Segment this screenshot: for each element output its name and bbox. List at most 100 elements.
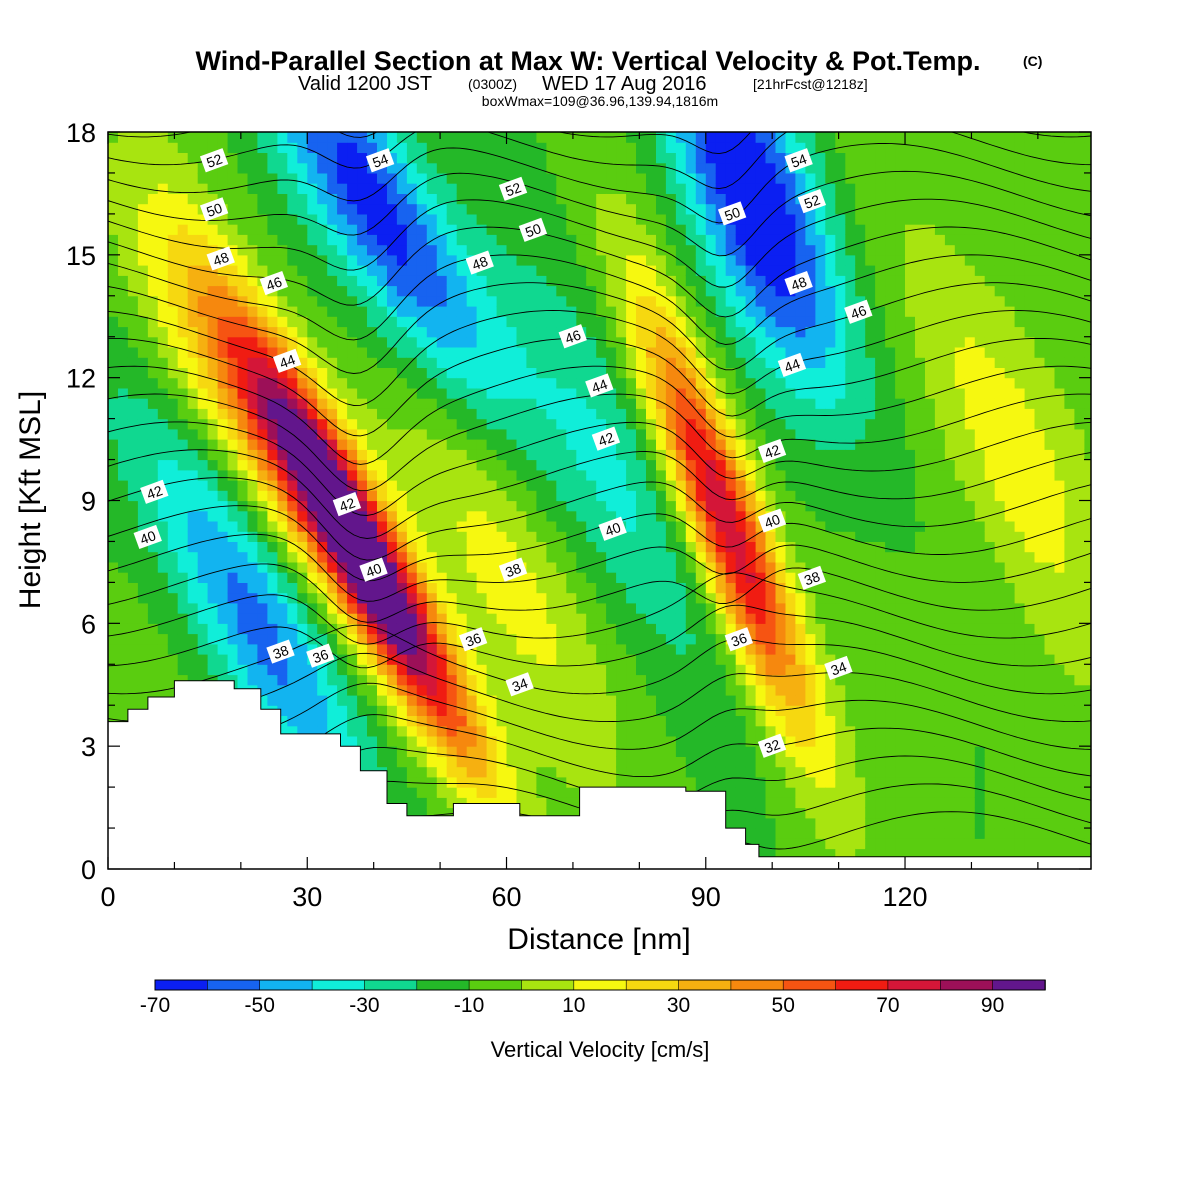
w-cell (745, 418, 757, 430)
w-cell (695, 336, 707, 348)
w-cell (715, 582, 727, 594)
w-cell (735, 132, 747, 143)
w-cell (108, 633, 119, 645)
w-cell (377, 756, 388, 768)
w-cell (396, 469, 408, 481)
w-cell (347, 306, 358, 317)
w-cell (785, 541, 797, 553)
w-cell (387, 582, 398, 594)
w-cell (456, 561, 468, 573)
w-cell (416, 418, 428, 430)
w-cell (377, 193, 388, 205)
w-cell (536, 142, 547, 153)
w-cell (247, 582, 259, 594)
w-cell (506, 746, 518, 757)
w-cell (317, 295, 328, 307)
w-cell (277, 490, 288, 502)
w-cell (626, 551, 637, 563)
w-cell (765, 807, 777, 819)
w-cell (496, 142, 508, 153)
w-cell (755, 592, 767, 604)
w-cell (367, 193, 378, 205)
w-cell (127, 152, 139, 164)
w-cell (785, 664, 797, 676)
w-cell (695, 408, 707, 420)
w-cell (546, 285, 557, 297)
w-cell (496, 613, 508, 624)
w-cell (247, 572, 259, 583)
w-cell (546, 541, 557, 553)
w-cell (675, 203, 687, 215)
w-cell (337, 715, 348, 727)
w-cell (576, 776, 587, 788)
w-cell (297, 357, 308, 368)
w-cell (536, 664, 547, 676)
w-cell (775, 551, 787, 563)
w-cell (496, 531, 508, 542)
w-cell (466, 715, 478, 727)
w-cell (187, 674, 199, 686)
w-cell (665, 582, 677, 594)
w-cell (725, 623, 737, 635)
w-cell (377, 602, 388, 614)
w-cell (636, 695, 647, 706)
w-cell (377, 643, 388, 655)
w-cell (387, 316, 398, 328)
w-cell (566, 674, 577, 686)
w-cell (197, 275, 209, 287)
w-cell (347, 602, 358, 614)
w-cell (137, 357, 149, 368)
w-cell (735, 572, 747, 583)
w-cell (127, 623, 139, 635)
w-cell (446, 439, 458, 450)
w-cell (247, 213, 259, 225)
w-cell (785, 459, 797, 471)
w-cell (626, 715, 637, 727)
w-cell (596, 490, 607, 502)
w-cell (177, 172, 189, 184)
w-cell (665, 336, 677, 348)
w-cell (337, 735, 348, 747)
w-cell (247, 408, 259, 420)
w-cell (606, 674, 617, 686)
w-cell (596, 244, 607, 256)
w-cell (705, 725, 717, 737)
w-cell (108, 695, 119, 706)
w-cell (217, 551, 229, 563)
w-cell (626, 428, 637, 440)
w-cell (227, 439, 239, 450)
w-cell (118, 193, 129, 205)
w-cell (157, 469, 169, 481)
w-cell (745, 336, 757, 348)
w-cell (227, 674, 239, 686)
w-cell (167, 500, 179, 512)
w-cell (456, 797, 468, 809)
w-cell (775, 152, 787, 164)
w-cell (536, 602, 547, 614)
w-cell (606, 162, 617, 174)
w-cell (396, 735, 408, 747)
w-cell (406, 674, 418, 686)
w-cell (426, 705, 438, 716)
w-cell (406, 254, 418, 266)
w-cell (137, 387, 149, 399)
w-cell (227, 664, 239, 676)
w-cell (357, 705, 368, 716)
w-cell (576, 551, 587, 563)
w-cell (656, 746, 667, 757)
w-cell (765, 848, 777, 860)
w-cell (456, 756, 468, 768)
w-cell (157, 428, 169, 440)
w-cell (636, 418, 647, 430)
w-cell (287, 480, 298, 491)
w-cell (387, 336, 398, 348)
w-cell (267, 674, 278, 686)
w-cell (785, 613, 797, 624)
w-cell (406, 787, 418, 798)
w-cell (586, 643, 597, 655)
w-cell (476, 336, 488, 348)
w-cell (486, 285, 498, 297)
w-cell (227, 132, 239, 143)
w-cell (217, 469, 229, 481)
w-cell (297, 582, 308, 594)
